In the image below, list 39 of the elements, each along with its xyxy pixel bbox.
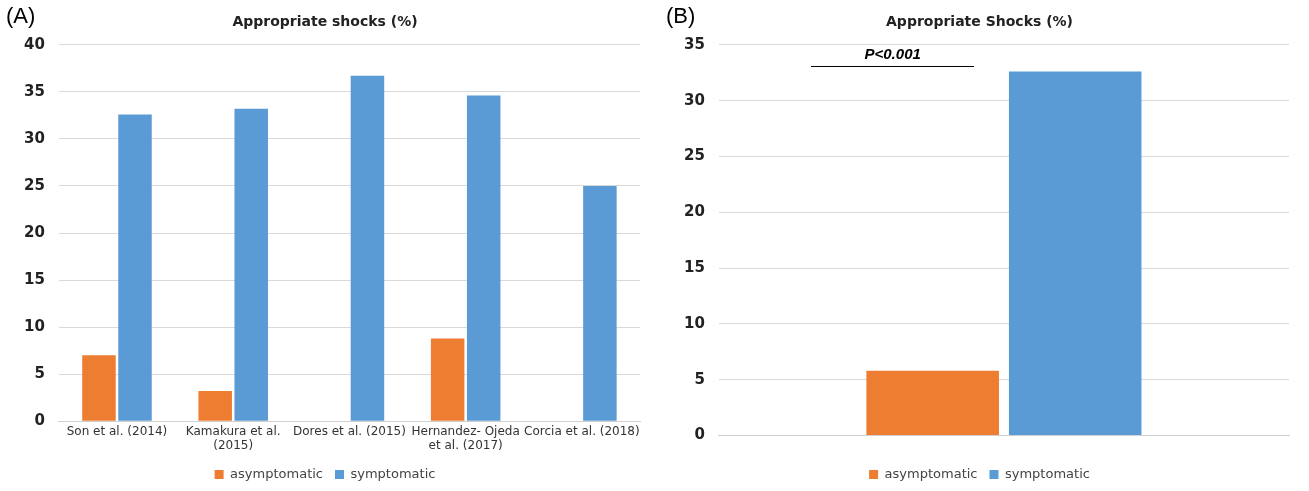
x-tick-label: Dores et al. (2015) [293,423,406,438]
bar [234,108,268,421]
y-tick-label: 30 [684,90,705,109]
y-tick-label: 40 [24,34,45,53]
x-tick-label: Hernandez- Ojeda et al. (2017) [411,423,520,452]
text: (B) [666,3,696,29]
annotation: P<0.001 [864,45,921,63]
legend-label: symptomatic [350,465,436,481]
bar [430,338,465,421]
legend-label: asymptomatic [884,465,978,481]
y-tick-label: 10 [24,316,45,335]
bar [82,355,116,421]
y-tick-label: 15 [684,258,705,276]
y-tick-label: 20 [24,222,45,241]
x-tick-label: Corcia et al. (2018) [524,423,640,438]
y-tick-label: 20 [684,202,705,221]
x-tick-label: Son et al. (2014) [66,423,168,438]
text: (A) [6,3,36,29]
y-tick-label: 30 [24,128,45,147]
y-tick-label: 0 [34,411,45,430]
y-tick-label: 25 [684,146,705,165]
bar [466,95,501,421]
bar [583,185,617,421]
y-tick-label: 5 [694,369,705,388]
legend-label: symptomatic [1004,465,1090,481]
y-tick-label: 0 [694,425,705,444]
y-tick-label: 25 [24,175,45,194]
y-tick-label: 5 [34,364,45,383]
y-tick-label: 10 [684,313,705,332]
bar [350,75,385,421]
chart-title: Appropriate Shocks (%) [886,13,1073,30]
legend-label: asymptomatic [230,465,323,481]
bar [198,391,232,421]
y-tick-label: 35 [684,34,705,53]
y-tick-label: 35 [24,81,45,100]
y-tick-label: 15 [24,269,45,288]
chart-title: Appropriate shocks (%) [232,13,418,30]
bar [118,114,152,421]
x-tick-label: Kamakura et al. (2015) [185,423,281,452]
